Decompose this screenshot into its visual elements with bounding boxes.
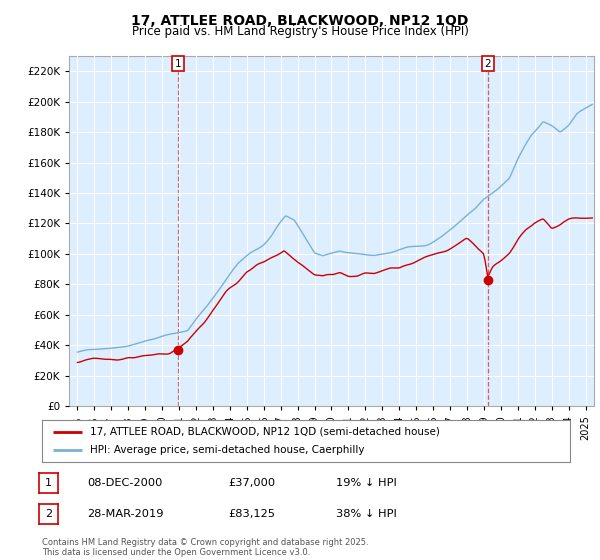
Text: £83,125: £83,125	[228, 509, 275, 519]
Text: HPI: Average price, semi-detached house, Caerphilly: HPI: Average price, semi-detached house,…	[89, 445, 364, 455]
Text: Price paid vs. HM Land Registry's House Price Index (HPI): Price paid vs. HM Land Registry's House …	[131, 25, 469, 38]
Text: Contains HM Land Registry data © Crown copyright and database right 2025.
This d: Contains HM Land Registry data © Crown c…	[42, 538, 368, 557]
Text: 19% ↓ HPI: 19% ↓ HPI	[336, 478, 397, 488]
Text: 17, ATTLEE ROAD, BLACKWOOD, NP12 1QD: 17, ATTLEE ROAD, BLACKWOOD, NP12 1QD	[131, 14, 469, 28]
Text: £37,000: £37,000	[228, 478, 275, 488]
Text: 1: 1	[45, 478, 52, 488]
Text: 08-DEC-2000: 08-DEC-2000	[87, 478, 163, 488]
Text: 1: 1	[175, 59, 181, 69]
Text: 2: 2	[484, 59, 491, 69]
Text: 2: 2	[45, 509, 52, 519]
Text: 28-MAR-2019: 28-MAR-2019	[87, 509, 163, 519]
Text: 17, ATTLEE ROAD, BLACKWOOD, NP12 1QD (semi-detached house): 17, ATTLEE ROAD, BLACKWOOD, NP12 1QD (se…	[89, 427, 439, 437]
Text: 38% ↓ HPI: 38% ↓ HPI	[336, 509, 397, 519]
